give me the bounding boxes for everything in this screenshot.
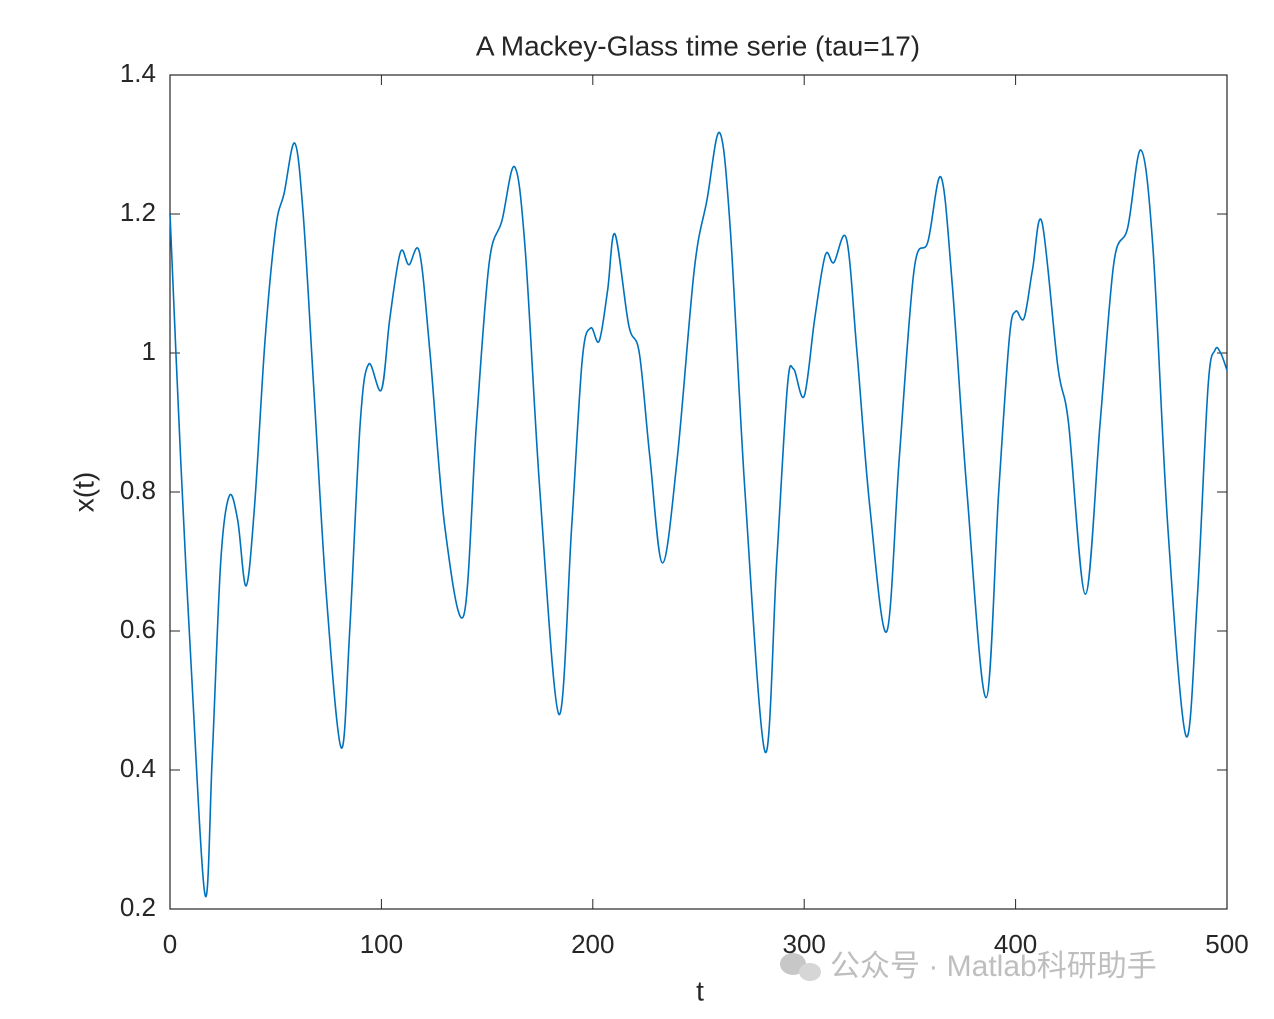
watermark: 公众号 · Matlab科研助手 <box>780 950 1157 983</box>
x-tick-label: 0 <box>163 929 177 959</box>
y-tick-label: 0.4 <box>120 753 156 783</box>
x-tick-label: 100 <box>360 929 403 959</box>
x-tick-label: 400 <box>994 929 1037 959</box>
x-tick-label: 500 <box>1205 929 1248 959</box>
y-tick-label: 1.4 <box>120 58 156 88</box>
x-axis-label: t <box>696 975 704 1006</box>
data-line <box>169 131 1228 898</box>
watermark-icon <box>799 963 821 981</box>
y-tick-label: 1 <box>142 336 156 366</box>
watermark-text: 公众号 · Matlab科研助手 <box>830 950 1157 983</box>
y-axis-label: x(t) <box>68 472 99 512</box>
x-tick-label: 200 <box>571 929 614 959</box>
y-tick-label: 1.2 <box>120 197 156 227</box>
y-tick-label: 0.8 <box>120 475 156 505</box>
x-tick-label: 300 <box>783 929 826 959</box>
y-tick-label: 0.2 <box>120 892 156 922</box>
chart-title: A Mackey-Glass time serie (tau=17) <box>476 30 920 61</box>
y-tick-label: 0.6 <box>120 614 156 644</box>
